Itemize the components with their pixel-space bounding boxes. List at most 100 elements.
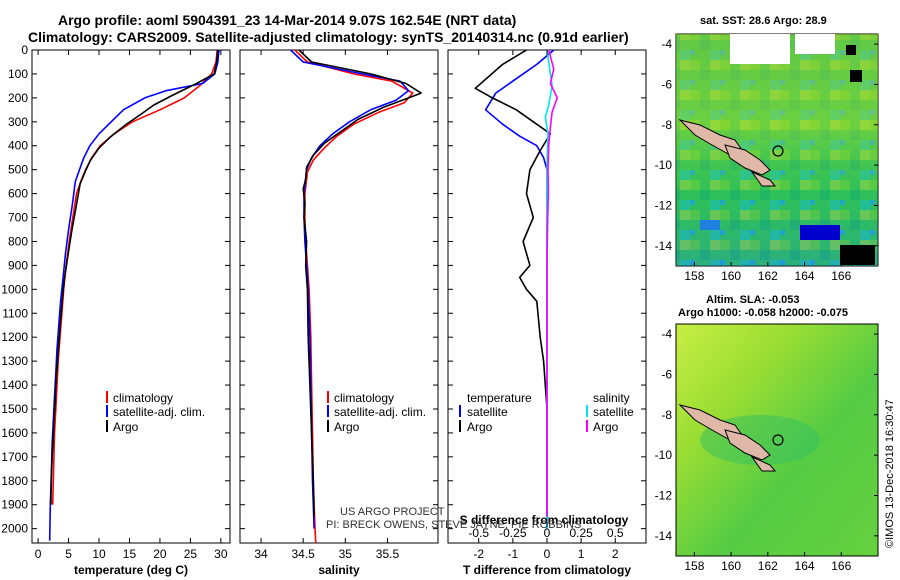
salinity-legend: climatology satellite-adj. clim. Argo xyxy=(327,391,426,434)
x-tick-label: 10 xyxy=(92,547,106,561)
map-lat-label: -10 xyxy=(655,448,673,462)
x-tick-label: 34 xyxy=(254,547,268,561)
x-tick-label: 0 xyxy=(35,547,42,561)
depth-tick-label: 900 xyxy=(8,258,28,272)
legend-t-argo: Argo xyxy=(467,420,493,434)
depth-tick-label: 0 xyxy=(21,43,28,57)
legend-satellite: satellite-adj. clim. xyxy=(334,405,426,419)
depth-tick-label: 1700 xyxy=(1,450,28,464)
island-shape xyxy=(750,170,777,187)
map-lon-label: 160 xyxy=(721,269,741,283)
map-lat-label: -8 xyxy=(661,118,672,132)
sst-cloud-gap xyxy=(730,34,790,64)
x-top-tick-label: -0.25 xyxy=(499,526,527,540)
sst-land-pixel xyxy=(840,245,875,265)
sst-land-pixel xyxy=(846,45,856,55)
map-lon-label: 158 xyxy=(684,559,704,573)
map-lon-label: 166 xyxy=(831,559,851,573)
x-tick-label: 20 xyxy=(153,547,167,561)
map-lat-label: -6 xyxy=(661,77,672,91)
sla-map-title: Altim. SLA: -0.053 xyxy=(706,294,800,306)
x-tick-label: -2 xyxy=(473,547,484,561)
argo-position-marker xyxy=(772,145,784,157)
depth-tick-label: 800 xyxy=(8,234,28,248)
x-tick-label: 1 xyxy=(578,547,585,561)
x-tick-label: 0 xyxy=(544,547,551,561)
x-tick-label: 35 xyxy=(339,547,353,561)
temperature-x-label: temperature (deg C) xyxy=(74,563,188,577)
credit-line1: US ARGO PROJECT xyxy=(340,506,445,518)
depth-tick-label: 200 xyxy=(8,91,28,105)
legend-climatology: climatology xyxy=(334,391,394,405)
sst-cold-patch xyxy=(700,220,720,230)
depth-tick-label: 600 xyxy=(8,187,28,201)
depth-tick-label: 2000 xyxy=(1,522,28,536)
sla-map xyxy=(675,323,879,557)
map-lat-label: -4 xyxy=(661,37,672,51)
sst-land-pixel xyxy=(850,70,862,82)
depth-tick-label: 1900 xyxy=(1,498,28,512)
temperature-legend: climatology satellite-adj. clim. Argo xyxy=(106,391,205,434)
depth-tick-label: 1000 xyxy=(1,282,28,296)
sla-map-subtitle: Argo h1000: -0.058 h2000: -0.075 xyxy=(678,307,848,319)
legend-s-satellite: satellite xyxy=(593,405,634,419)
series-line-climatology xyxy=(51,50,218,505)
x-tick-label: 35.5 xyxy=(376,547,400,561)
sst-map-title: sat. SST: 28.6 Argo: 28.9 xyxy=(700,15,827,27)
legend-temperature: temperature xyxy=(467,391,532,405)
map-lat-label: -12 xyxy=(655,488,673,502)
figure-title-line1: Argo profile: aoml 5904391_23 14-Mar-201… xyxy=(58,12,516,28)
depth-axis: 0 100 200 300 400 500 600 700 800 900 1000 1100 1200… xyxy=(1,43,646,536)
x-tick-label: 34.5 xyxy=(292,547,316,561)
sst-cold-patch xyxy=(800,225,840,240)
series-line-temperature-argo xyxy=(474,50,552,517)
sst-cloud-gap xyxy=(795,34,835,54)
salinity-panel-frame xyxy=(239,49,439,544)
depth-tick-label: 700 xyxy=(8,211,28,225)
map-lat-label: -4 xyxy=(661,327,672,341)
depth-tick-label: 1100 xyxy=(2,306,28,320)
legend-s-argo: Argo xyxy=(593,420,619,434)
map-lon-label: 162 xyxy=(758,269,778,283)
island-shape xyxy=(750,455,777,472)
argo-position-marker xyxy=(772,434,784,446)
map-lon-label: 158 xyxy=(684,269,704,283)
x-top-tick-label: 0 xyxy=(544,526,551,540)
difference-top-label: S difference from climatology xyxy=(460,513,629,527)
depth-tick-label: 500 xyxy=(8,163,28,177)
map-lon-label: 164 xyxy=(795,269,815,283)
sst-map-shading xyxy=(676,34,878,266)
x-top-tick-label: 0.5 xyxy=(607,526,624,540)
depth-tick-label: 1800 xyxy=(1,474,28,488)
salinity-plot xyxy=(290,50,422,543)
x-tick-label: 15 xyxy=(123,547,137,561)
x-tick-label: 5 xyxy=(65,547,72,561)
legend-t-satellite: satellite xyxy=(467,405,508,419)
legend-climatology: climatology xyxy=(113,391,173,405)
depth-tick-label: 100 xyxy=(8,67,28,81)
x-axis-ticks: 0 5 10 15 20 25 30 34 34.5 35 35.5 -2 -1 0 1 2 -0.5 -0.25… xyxy=(35,50,624,561)
map-lat-label: -6 xyxy=(661,367,672,381)
depth-tick-label: 1300 xyxy=(1,354,28,368)
island-shape xyxy=(724,144,771,176)
temperature-panel-frame xyxy=(31,49,231,544)
legend-argo: Argo xyxy=(334,420,360,434)
sst-map xyxy=(675,33,879,267)
island-shape xyxy=(724,429,771,461)
x-tick-label: 2 xyxy=(612,547,619,561)
map-axes: 158 160 162 164 166 -4 -6 -8 -10 -12 -14 158 160 162 1… xyxy=(655,37,878,573)
map-lat-label: -8 xyxy=(661,408,672,422)
x-top-tick-label: -0.5 xyxy=(468,526,489,540)
depth-tick-label: 1400 xyxy=(1,378,28,392)
figure-title-line2: Climatology: CARS2009. Satellite-adjuste… xyxy=(28,29,629,45)
depth-tick-label: 400 xyxy=(8,139,28,153)
difference-legend: temperature satellite Argo salinity sate… xyxy=(459,391,634,434)
x-tick-label: -1 xyxy=(508,547,519,561)
series-line-argo xyxy=(298,50,422,517)
map-lat-label: -10 xyxy=(655,158,673,172)
difference-x-label: T difference from climatology xyxy=(463,563,631,577)
imos-timestamp: ©IMOS 13-Dec-2018 16:30:47 xyxy=(884,399,896,548)
series-line-salinity-argo xyxy=(546,50,559,517)
map-lon-label: 164 xyxy=(795,559,815,573)
